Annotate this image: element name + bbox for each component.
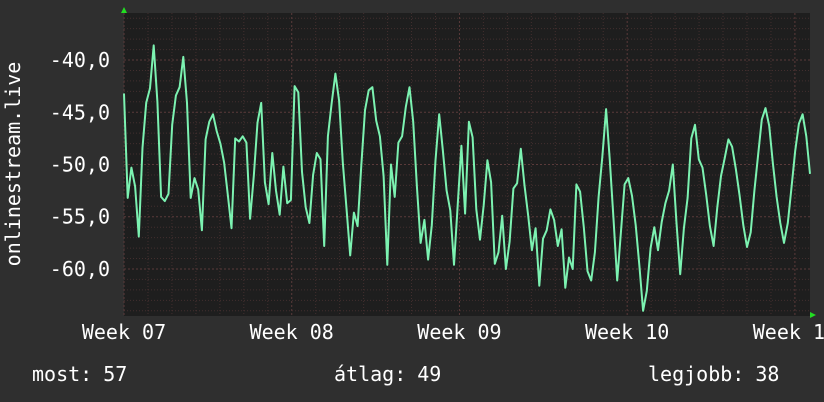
y-tick-label: -50,0 — [50, 153, 110, 177]
y-axis-arrow-icon — [121, 7, 127, 13]
stat-average-value: 49 — [417, 362, 442, 386]
x-tick-label: Week 09 — [417, 320, 501, 344]
y-axis-label: onlinestream.live — [1, 62, 25, 267]
stat-current-value: 57 — [103, 362, 128, 386]
stat-best-value: 38 — [755, 362, 780, 386]
stat-current: most: 57 — [32, 362, 127, 386]
stat-average-label: átlag: — [334, 362, 407, 386]
y-tick-label: -45,0 — [50, 100, 110, 124]
x-tick-label: Week 08 — [250, 320, 334, 344]
stat-best: legjobb: 38 — [648, 362, 779, 386]
y-tick-labels: -40,0 -45,0 -50,0 -55,0 -60,0 — [50, 48, 110, 281]
stat-best-label: legjobb: — [648, 362, 745, 386]
x-tick-label: Week 11 — [753, 320, 824, 344]
y-tick-label: -55,0 — [50, 205, 110, 229]
stat-current-label: most: — [32, 362, 93, 386]
y-tick-label: -40,0 — [50, 48, 110, 72]
y-tick-label: -60,0 — [50, 257, 110, 281]
x-tick-label: Week 07 — [82, 320, 166, 344]
stat-average: átlag: 49 — [334, 362, 441, 386]
series-line — [123, 44, 811, 312]
x-tick-labels: Week 07 Week 08 Week 09 Week 10 Week 11 — [82, 320, 824, 344]
x-axis-arrow-icon — [810, 312, 816, 318]
x-tick-label: Week 10 — [585, 320, 669, 344]
